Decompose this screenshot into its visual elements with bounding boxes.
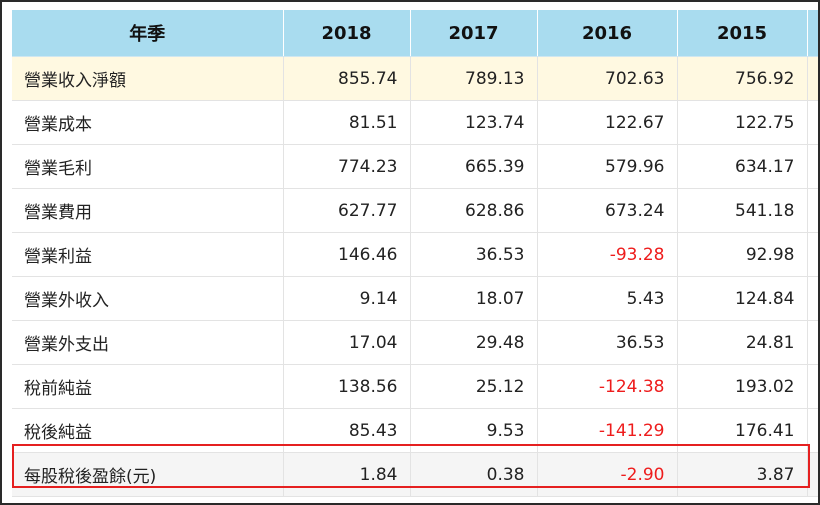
overflow-cell <box>807 364 818 409</box>
overflow-cell <box>807 232 818 277</box>
header-year-2016: 2016 <box>537 10 678 57</box>
cell-value: 628.86 <box>410 188 538 233</box>
cell-value: 634.17 <box>677 144 808 189</box>
table-row-net-income: 稅後純益 85.43 9.53 -141.29 176.41 <box>12 408 818 453</box>
overflow-cell <box>807 144 818 189</box>
cell-value: 124.84 <box>677 276 808 321</box>
overflow-cell <box>807 408 818 453</box>
row-label: 每股稅後盈餘(元) <box>12 452 284 497</box>
cell-value: 122.67 <box>537 100 678 145</box>
cell-value: 25.12 <box>410 364 538 409</box>
cell-value: 5.43 <box>537 276 678 321</box>
cell-value: 541.18 <box>677 188 808 233</box>
cell-value-negative: -141.29 <box>537 408 678 453</box>
cell-value-negative: -2.90 <box>537 452 678 497</box>
cell-value: 756.92 <box>677 56 808 101</box>
row-label: 營業收入淨額 <box>12 56 284 101</box>
table-row-non-operating-income: 營業外收入 9.14 18.07 5.43 124.84 <box>12 276 818 321</box>
table-header-row: 年季 2018 2017 2016 2015 <box>12 10 818 57</box>
overflow-cell <box>807 188 818 233</box>
overflow-cell <box>807 276 818 321</box>
overflow-cell <box>807 100 818 145</box>
overflow-cell <box>807 320 818 365</box>
cell-value: 36.53 <box>537 320 678 365</box>
table-row-cost: 營業成本 81.51 123.74 122.67 122.75 <box>12 100 818 145</box>
cell-value: 774.23 <box>283 144 411 189</box>
table-row-gross-profit: 營業毛利 774.23 665.39 579.96 634.17 <box>12 144 818 189</box>
financial-table-container: 年季 2018 2017 2016 2015 營業收入淨額 855.74 789… <box>12 10 818 497</box>
cell-value-negative: -93.28 <box>537 232 678 277</box>
row-label: 營業外收入 <box>12 276 284 321</box>
header-year-2017: 2017 <box>410 10 538 57</box>
cell-value: 138.56 <box>283 364 411 409</box>
cell-value: 146.46 <box>283 232 411 277</box>
row-label: 營業成本 <box>12 100 284 145</box>
cell-value: 24.81 <box>677 320 808 365</box>
cell-value: 123.74 <box>410 100 538 145</box>
row-label: 稅前純益 <box>12 364 284 409</box>
cell-value: 665.39 <box>410 144 538 189</box>
table-row-eps: 每股稅後盈餘(元) 1.84 0.38 -2.90 3.87 <box>12 452 818 497</box>
header-year-2015: 2015 <box>677 10 808 57</box>
cell-value: 29.48 <box>410 320 538 365</box>
table-row-revenue: 營業收入淨額 855.74 789.13 702.63 756.92 <box>12 56 818 101</box>
cell-value: 122.75 <box>677 100 808 145</box>
overflow-cell <box>807 56 818 101</box>
cell-value: 789.13 <box>410 56 538 101</box>
cell-value: 0.38 <box>410 452 538 497</box>
table-row-non-operating-expense: 營業外支出 17.04 29.48 36.53 24.81 <box>12 320 818 365</box>
cell-value: 176.41 <box>677 408 808 453</box>
financial-table: 年季 2018 2017 2016 2015 營業收入淨額 855.74 789… <box>12 10 818 497</box>
header-overflow-cell <box>807 10 818 57</box>
row-label: 營業外支出 <box>12 320 284 365</box>
header-period: 年季 <box>12 10 284 57</box>
cell-value: 1.84 <box>283 452 411 497</box>
overflow-cell <box>807 452 818 497</box>
cell-value: 702.63 <box>537 56 678 101</box>
row-label: 營業毛利 <box>12 144 284 189</box>
cell-value: 3.87 <box>677 452 808 497</box>
cell-value: 18.07 <box>410 276 538 321</box>
cell-value: 627.77 <box>283 188 411 233</box>
header-year-2018: 2018 <box>283 10 411 57</box>
row-label: 稅後純益 <box>12 408 284 453</box>
cell-value: 36.53 <box>410 232 538 277</box>
row-label: 營業利益 <box>12 232 284 277</box>
cell-value: 673.24 <box>537 188 678 233</box>
table-row-operating-income: 營業利益 146.46 36.53 -93.28 92.98 <box>12 232 818 277</box>
table-row-pretax-income: 稅前純益 138.56 25.12 -124.38 193.02 <box>12 364 818 409</box>
cell-value: 9.53 <box>410 408 538 453</box>
cell-value: 17.04 <box>283 320 411 365</box>
cell-value-negative: -124.38 <box>537 364 678 409</box>
table-row-operating-expense: 營業費用 627.77 628.86 673.24 541.18 <box>12 188 818 233</box>
cell-value: 855.74 <box>283 56 411 101</box>
cell-value: 9.14 <box>283 276 411 321</box>
cell-value: 92.98 <box>677 232 808 277</box>
cell-value: 85.43 <box>283 408 411 453</box>
cell-value: 579.96 <box>537 144 678 189</box>
cell-value: 81.51 <box>283 100 411 145</box>
row-label: 營業費用 <box>12 188 284 233</box>
cell-value: 193.02 <box>677 364 808 409</box>
